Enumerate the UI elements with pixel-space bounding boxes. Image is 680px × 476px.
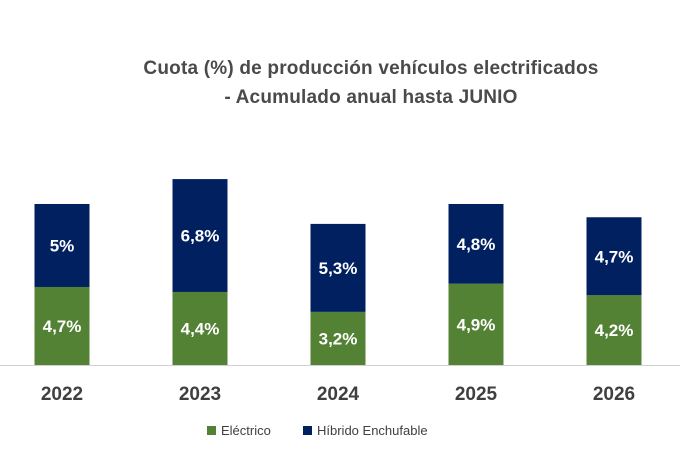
bar-electrico-2025 [448, 283, 504, 365]
x-tick-label-2024: 2024 [317, 384, 360, 405]
legend-swatch-hibrido [303, 426, 312, 435]
data-label-electrico-2023: 4,4% [181, 319, 220, 338]
legend-label-hibrido: Híbrido Enchufable [317, 423, 428, 438]
chart-title-line-2: - Acumulado anual hasta JUNIO [224, 87, 518, 108]
x-tick-label-2022: 2022 [41, 384, 83, 405]
bar-hibrido-2026 [586, 217, 642, 296]
bar-electrico-2022 [34, 286, 90, 365]
bar-hibrido-2024 [310, 223, 366, 312]
data-label-hibrido-2024: 5,3% [319, 259, 358, 278]
x-tick-label-2025: 2025 [455, 384, 498, 405]
x-tick-label-2023: 2023 [179, 384, 221, 405]
bar-hibrido-2025 [448, 203, 504, 284]
x-tick-label-2026: 2026 [593, 384, 635, 405]
data-label-hibrido-2023: 6,8% [181, 227, 220, 246]
legend-label-electrico: Eléctrico [221, 423, 271, 438]
data-label-electrico-2022: 4,7% [43, 317, 82, 336]
bar-electrico-2026 [586, 295, 642, 365]
bar-electrico-2023 [172, 291, 228, 365]
data-label-hibrido-2022: 5% [50, 236, 75, 255]
data-label-electrico-2025: 4,9% [457, 315, 496, 334]
bar-hibrido-2023 [172, 179, 228, 292]
data-label-hibrido-2026: 4,7% [595, 247, 634, 266]
data-label-hibrido-2025: 4,8% [457, 235, 496, 254]
data-label-electrico-2026: 4,2% [595, 321, 634, 340]
data-label-electrico-2024: 3,2% [319, 329, 358, 348]
bar-hibrido-2022 [34, 203, 90, 287]
chart-title-line-1: Cuota (%) de producción vehículos electr… [143, 58, 599, 79]
bar-electrico-2024 [310, 311, 366, 365]
legend-swatch-electrico [207, 426, 216, 435]
